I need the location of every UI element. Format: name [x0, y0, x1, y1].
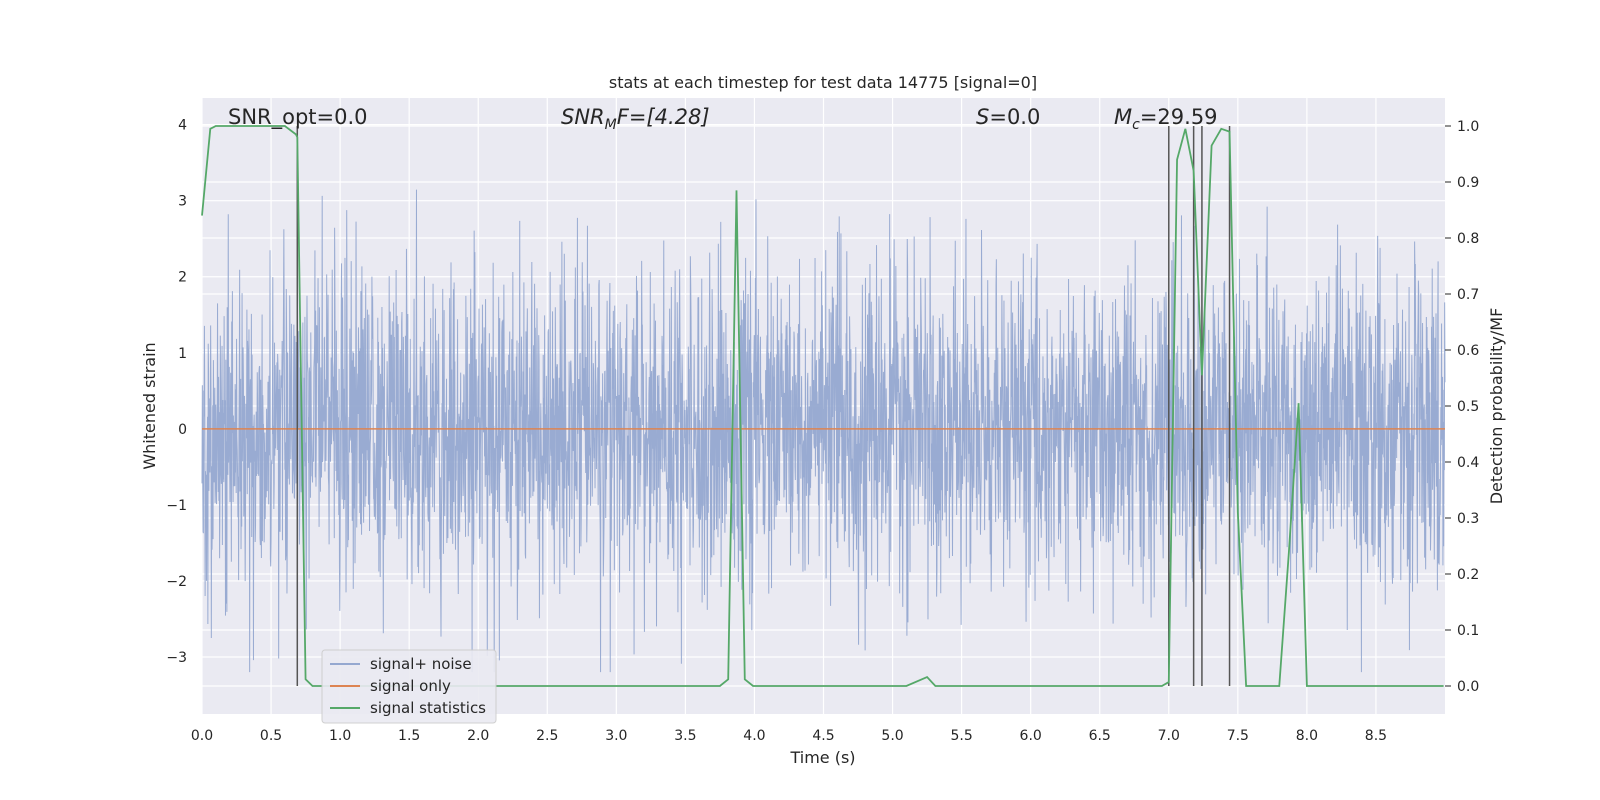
- x-tick-label: 7.0: [1158, 728, 1180, 744]
- x-tick-label: 2.5: [536, 728, 558, 744]
- x-tick-label: 5.0: [881, 728, 903, 744]
- x-tick-label: 8.0: [1296, 728, 1318, 744]
- y-axis-ticks: 4 3 2 1 0 −1 −2 −3: [166, 118, 187, 666]
- x-tick-label: 3.0: [605, 728, 627, 744]
- x-tick-label: 1.0: [329, 728, 351, 744]
- y-right-tick-label: 0.5: [1457, 399, 1479, 415]
- x-tick-label: 5.5: [950, 728, 972, 744]
- annotation-snr-mf: SNRMF=[4.28]: [561, 105, 710, 133]
- y-right-tick-label: 0.0: [1457, 679, 1479, 695]
- y-right-tick-label: 0.3: [1457, 511, 1479, 527]
- y-right-tick-label: 0.8: [1457, 231, 1479, 247]
- y-right-tick-label: 0.4: [1457, 455, 1479, 471]
- x-tick-label: 4.5: [812, 728, 834, 744]
- y-tick-label: 3: [178, 194, 187, 210]
- x-tick-label: 3.5: [674, 728, 696, 744]
- y-right-tick-label: 0.9: [1457, 175, 1479, 191]
- legend-label-signal-statistics: signal statistics: [370, 699, 486, 717]
- y-tick-label: 0: [178, 422, 187, 438]
- x-axis-ticks: 0.0 0.5 1.0 1.5 2.0 2.5 3.0 3.5 4.0 4.5 5.0 5.5 6.0 6…: [191, 728, 1387, 744]
- x-tick-label: 8.5: [1365, 728, 1387, 744]
- x-tick-label: 4.0: [743, 728, 765, 744]
- legend: signal+ noise signal only signal statist…: [321, 649, 497, 724]
- x-tick-label: 0.5: [260, 728, 282, 744]
- y-right-tick-label: 1.0: [1457, 119, 1479, 135]
- annotation-snr-opt: SNR_opt=0.0: [228, 105, 368, 130]
- x-tick-label: 7.5: [1227, 728, 1249, 744]
- y-tick-label: 1: [178, 346, 187, 362]
- x-tick-label: 1.5: [398, 728, 420, 744]
- legend-label-signal-noise: signal+ noise: [370, 655, 472, 673]
- y-right-tick-label: 0.1: [1457, 623, 1479, 639]
- y-axis-right-label: Detection probability/MF: [1487, 308, 1506, 505]
- y-right-tick-label: 0.2: [1457, 567, 1479, 583]
- y-tick-label: −1: [166, 498, 187, 514]
- y-right-tick-label: 0.6: [1457, 343, 1479, 359]
- annotation-mc: Mc=29.59: [1114, 105, 1218, 133]
- y-tick-label: 4: [178, 118, 187, 134]
- y-axis-right-ticks: 1.0 0.9 0.8 0.7 0.6 0.5 0.4 0.3 0.2 0.1 0.0: [1445, 119, 1479, 695]
- series-signal-statistics: [201, 125, 1444, 687]
- annotation-s: S=0.0: [976, 105, 1040, 129]
- x-tick-label: 6.5: [1089, 728, 1111, 744]
- y-tick-label: −3: [166, 650, 187, 666]
- chart-title: stats at each timestep for test data 147…: [609, 73, 1037, 92]
- y-tick-label: 2: [178, 270, 187, 286]
- vertical-markers: [296, 126, 1231, 686]
- x-tick-label: 0.0: [191, 728, 213, 744]
- y-right-tick-label: 0.7: [1457, 287, 1479, 303]
- x-tick-label: 2.0: [467, 728, 489, 744]
- x-axis-label: Time (s): [789, 748, 855, 767]
- legend-label-signal-only: signal only: [370, 677, 451, 695]
- y-axis-label: Whitened strain: [140, 342, 159, 469]
- y-tick-label: −2: [166, 574, 187, 590]
- x-tick-label: 6.0: [1020, 728, 1042, 744]
